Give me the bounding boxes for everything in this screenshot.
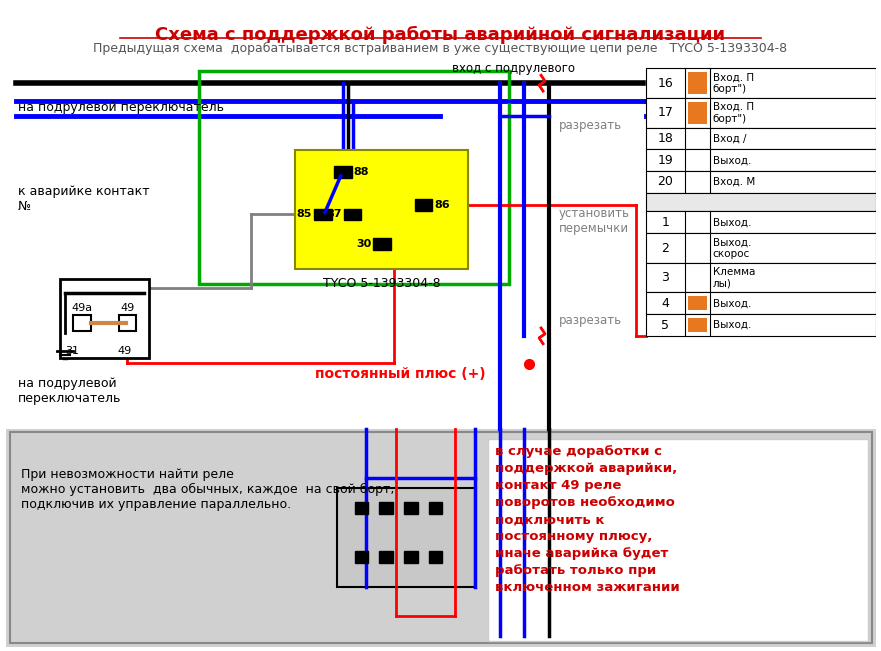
Text: Клемма
лы): Клемма лы) [713, 267, 755, 288]
Text: 18: 18 [657, 132, 673, 145]
Bar [646, 263, 876, 292]
Text: Вход. М: Вход. М [713, 177, 755, 187]
Text: на подрулевой переключатель: на подрулевой переключатель [18, 102, 224, 115]
Bar [688, 102, 707, 124]
Text: 20: 20 [657, 175, 673, 188]
Text: 49: 49 [121, 303, 135, 313]
Text: 17: 17 [657, 106, 673, 119]
Text: 49: 49 [117, 346, 131, 355]
Text: к аварийке контакт
№: к аварийке контакт № [18, 185, 150, 213]
Bar [646, 128, 876, 149]
Bar [403, 551, 418, 563]
Bar [646, 171, 876, 193]
Text: 19: 19 [657, 154, 673, 167]
Bar [334, 166, 352, 178]
Bar [379, 551, 393, 563]
Bar [198, 72, 509, 284]
Text: TYCO 5-1393304-8: TYCO 5-1393304-8 [322, 277, 440, 290]
Text: При невозможности найти реле
можно установить  два обычных, каждое  на свой борт: При невозможности найти реле можно устан… [21, 468, 394, 511]
Bar [314, 208, 332, 221]
Text: Выход.: Выход. [713, 155, 751, 165]
Text: Предыдущая схема  дорабатывается встраиванием в уже существующие цепи реле   TYC: Предыдущая схема дорабатывается встраива… [93, 42, 788, 55]
Text: 1: 1 [662, 216, 670, 229]
Bar [344, 208, 361, 221]
Text: Выход.: Выход. [713, 217, 751, 227]
Bar [646, 68, 876, 98]
Text: 5: 5 [662, 318, 670, 331]
Text: в случае доработки с
поддержкой аварийки,
контакт 49 реле
поворотов необходимо
п: в случае доработки с поддержкой аварийки… [495, 445, 679, 594]
Text: на подрулевой
переключатель: на подрулевой переключатель [18, 378, 122, 406]
Text: Выход.
скорос: Выход. скорос [713, 237, 751, 259]
Text: Вход. П
борт"): Вход. П борт") [713, 102, 754, 124]
Text: Выход.: Выход. [713, 298, 751, 309]
Text: 49a: 49a [71, 303, 93, 313]
Bar [374, 238, 391, 250]
Text: 3: 3 [662, 271, 670, 284]
Bar [646, 212, 876, 233]
Bar [646, 98, 876, 128]
Bar [354, 502, 368, 514]
Bar [10, 432, 872, 643]
Text: 2: 2 [662, 242, 670, 255]
Bar [428, 551, 442, 563]
Bar [6, 4, 876, 428]
Bar [646, 314, 876, 336]
Text: установить
перемычки: установить перемычки [559, 208, 630, 236]
Bar [403, 502, 418, 514]
Bar [488, 439, 868, 641]
Bar [646, 149, 876, 171]
Bar [646, 233, 876, 263]
Text: Выход.: Выход. [713, 320, 751, 330]
Text: 31: 31 [65, 346, 79, 355]
Text: разрезать: разрезать [559, 314, 622, 327]
Bar [295, 150, 468, 269]
Text: разрезать: разрезать [559, 119, 622, 132]
Text: 88: 88 [353, 167, 369, 177]
Bar [415, 199, 433, 210]
Bar [688, 72, 707, 94]
Bar [688, 318, 707, 332]
Bar [337, 488, 475, 587]
Text: 87: 87 [326, 210, 342, 219]
Text: вход с подрулевого: вход с подрулевого [452, 62, 575, 76]
Text: 4: 4 [662, 297, 670, 310]
Bar [646, 292, 876, 314]
Bar [119, 315, 137, 331]
Text: Вход. П
борт"): Вход. П борт") [713, 72, 754, 94]
Text: Схема с поддержкой работы аварийной сигнализации: Схема с поддержкой работы аварийной сигн… [155, 26, 725, 44]
Bar [688, 296, 707, 310]
Bar [379, 502, 393, 514]
Bar [428, 502, 442, 514]
Text: 16: 16 [657, 77, 673, 90]
Text: 30: 30 [356, 239, 371, 249]
Text: 86: 86 [434, 200, 450, 210]
Bar [354, 551, 368, 563]
Text: Вход /: Вход / [713, 133, 746, 143]
Bar [6, 428, 876, 647]
Bar [646, 193, 876, 212]
Text: 85: 85 [297, 210, 312, 219]
Bar [73, 315, 91, 331]
Text: постоянный плюс (+): постоянный плюс (+) [315, 367, 485, 381]
Bar [61, 279, 149, 357]
